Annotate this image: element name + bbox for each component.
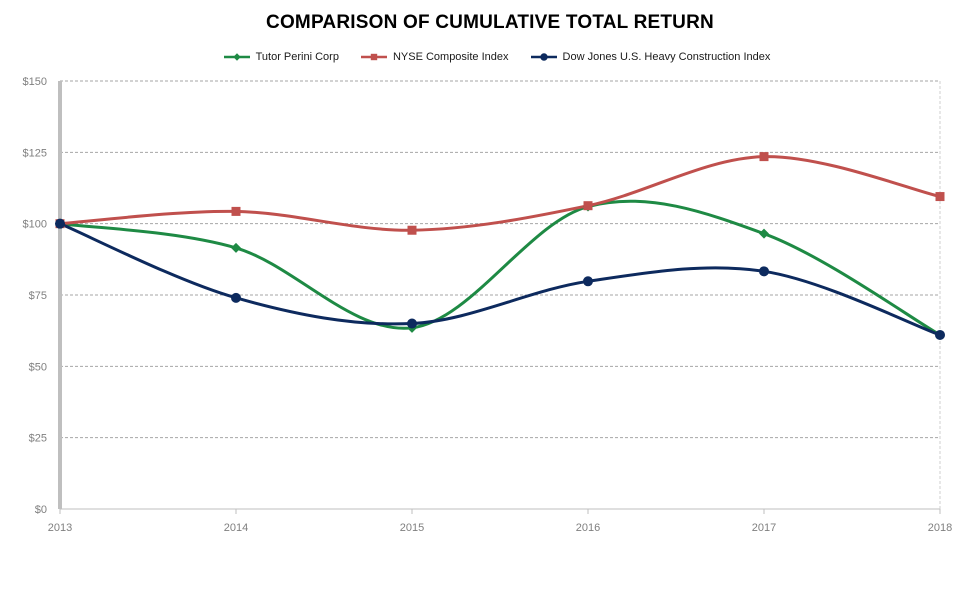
data-point-3-1	[55, 218, 65, 229]
x-tick-label: 2013	[48, 522, 72, 534]
series-line-1	[59, 199, 941, 337]
x-tick-label: 2018	[928, 522, 952, 534]
data-point-2-3	[407, 225, 417, 235]
y-tick-label: $125	[23, 147, 47, 159]
y-tick-label: $150	[23, 76, 47, 88]
data-point-3-5	[759, 266, 769, 277]
data-point-2-4	[583, 201, 593, 211]
y-tick-label: $100	[23, 219, 47, 231]
legend-swatch	[360, 53, 387, 61]
tick-labels: $0 $25 $50 $75 $100 $125 $150 2013 2014 2015 2016 2…	[23, 76, 953, 534]
x-tick-label: 2017	[752, 522, 776, 534]
legend-item-3: Dow Jones U.S. Heavy Construction Index	[530, 48, 771, 66]
y-tick-label: $0	[35, 504, 47, 516]
y-tick-label: $50	[29, 361, 47, 373]
data-point-3-6	[935, 329, 945, 340]
x-tick-label: 2014	[224, 522, 248, 534]
legend-marker	[539, 53, 548, 61]
x-tick-label: 2015	[400, 522, 424, 534]
legend-swatch	[223, 53, 250, 61]
data-point-2-6	[935, 192, 945, 202]
data-point-3-3	[407, 318, 417, 329]
data-point-2-5	[759, 152, 769, 162]
series-lines	[59, 155, 941, 337]
data-point-3-4	[583, 276, 593, 287]
series-line-2	[59, 155, 941, 232]
legend-label: NYSE Composite Index	[392, 51, 509, 63]
data-point-2-2	[231, 206, 241, 216]
legend-item-2: NYSE Composite Index	[360, 48, 509, 66]
legend-label: Dow Jones U.S. Heavy Construction Index	[562, 51, 771, 63]
legend-label: Tutor Perini Corp	[255, 51, 339, 63]
y-tick-label: $75	[29, 290, 47, 302]
y-tick-label: $25	[29, 433, 47, 445]
series-line-3	[59, 222, 941, 337]
legend: Tutor Perini Corp NYSE Composite Index Dow…	[0, 48, 967, 66]
legend-swatch	[530, 53, 557, 61]
legend-marker	[370, 53, 378, 61]
data-point-1-2	[231, 242, 241, 253]
gridlines	[60, 80, 940, 439]
series-markers	[55, 152, 945, 340]
x-tick-label: 2016	[576, 522, 600, 534]
legend-item-1: Tutor Perini Corp	[223, 48, 339, 66]
chart-title: COMPARISON OF CUMULATIVE TOTAL RETURN	[266, 12, 714, 33]
axes	[58, 81, 941, 514]
data-point-3-2	[231, 292, 241, 303]
data-point-1-5	[759, 228, 769, 239]
